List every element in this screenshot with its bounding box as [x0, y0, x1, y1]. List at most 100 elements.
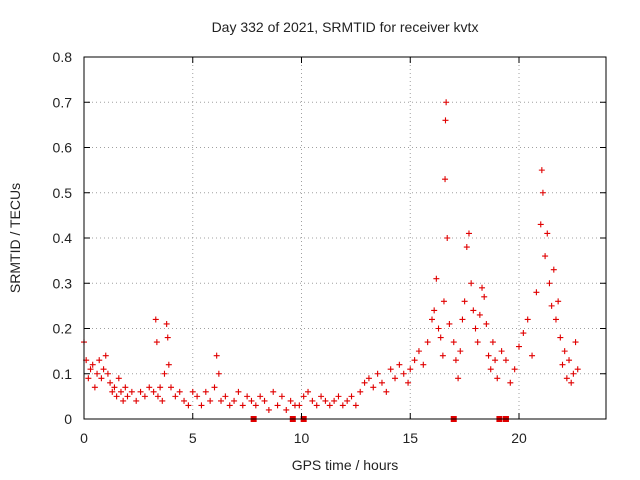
data-point: [511, 366, 518, 373]
data-point: [470, 307, 477, 314]
data-point: [248, 397, 255, 404]
data-point: [559, 361, 566, 368]
data-point: [157, 384, 164, 391]
data-point: [296, 402, 303, 409]
data-point: [424, 339, 431, 346]
data-point: [322, 397, 329, 404]
data-point: [538, 167, 545, 174]
data-point: [211, 384, 218, 391]
data-point: [568, 379, 575, 386]
data-point: [91, 384, 98, 391]
data-point: [452, 357, 459, 364]
data-point: [150, 388, 157, 395]
data-point: [555, 298, 562, 305]
y-axis-label: SRMTID / TECUs: [7, 183, 23, 293]
data-point: [415, 348, 422, 355]
data-point: [87, 366, 94, 373]
data-point: [231, 397, 238, 404]
data-point: [222, 393, 229, 400]
data-point: [94, 370, 101, 377]
data-point: [502, 357, 509, 364]
data-point: [443, 99, 450, 106]
data-point: [159, 397, 166, 404]
data-point: [335, 393, 342, 400]
data-point: [476, 311, 483, 318]
data-point: [557, 334, 564, 341]
data-point: [98, 375, 105, 382]
data-point: [433, 275, 440, 282]
data-point: [309, 397, 316, 404]
data-point: [226, 402, 233, 409]
data-point: [407, 366, 414, 373]
data-point: [437, 334, 444, 341]
data-point: [516, 343, 522, 350]
data-point: [457, 348, 464, 355]
data-point: [444, 235, 451, 241]
y-tick-labels: 0 0.1 0.2 0.3 0.4 0.5 0.6 0.7 0.8: [53, 49, 73, 427]
data-point: [89, 361, 96, 368]
x-tick-label: 10: [294, 430, 310, 446]
data-point: [215, 370, 222, 377]
data-point: [331, 397, 338, 404]
data-point: [326, 402, 333, 409]
data-point: [446, 320, 453, 327]
data-point: [481, 293, 488, 300]
data-point: [261, 397, 268, 404]
data-point: [463, 244, 470, 251]
data-point: [429, 316, 435, 323]
data-point: [198, 402, 205, 409]
data-point: [96, 357, 103, 364]
data-point: [570, 370, 577, 377]
data-point: [450, 339, 457, 346]
chart-title: Day 332 of 2021, SRMTID for receiver kvt…: [212, 19, 479, 35]
x-tick-label: 0: [80, 430, 88, 446]
data-point: [492, 357, 499, 364]
data-point: [383, 388, 390, 395]
data-point: [348, 393, 355, 400]
data-point: [161, 370, 168, 377]
data-point: [172, 393, 179, 400]
data-point: [537, 221, 544, 228]
data-point: [440, 298, 447, 305]
data-point: [265, 406, 272, 413]
data-point: [313, 402, 320, 409]
data-point: [563, 375, 570, 382]
data-point: [507, 379, 514, 386]
data-point: [176, 388, 183, 395]
data-point: [181, 397, 188, 404]
data-point: [396, 361, 403, 368]
data-point: [318, 393, 325, 400]
data-point: [468, 280, 475, 287]
data-points: [81, 99, 581, 422]
data-point: [85, 375, 92, 382]
data-point: [339, 402, 346, 409]
data-point: [194, 393, 201, 400]
data-point: [529, 352, 536, 359]
data-point: [244, 393, 251, 400]
data-point: [572, 339, 579, 346]
data-point: [218, 397, 225, 404]
data-point: [494, 375, 501, 382]
data-point: [485, 352, 492, 359]
y-tick-label: 0: [64, 411, 72, 427]
data-point: [120, 397, 127, 404]
data-point: [154, 393, 161, 400]
data-point: [239, 402, 246, 409]
axis-ticks: [83, 56, 606, 420]
data-point: [213, 352, 220, 359]
y-tick-label: 0.3: [53, 275, 73, 291]
data-point: [274, 402, 281, 409]
data-point: [374, 370, 381, 377]
data-point: [442, 117, 449, 124]
data-point: [109, 388, 116, 395]
data-point: [352, 402, 359, 409]
data-point: [287, 397, 294, 404]
data-point: [122, 384, 129, 391]
data-point: [465, 230, 472, 237]
data-point: [107, 379, 114, 386]
y-tick-label: 0.8: [53, 49, 73, 65]
data-point: [115, 375, 122, 382]
data-point: [387, 366, 394, 373]
data-point: [185, 402, 192, 409]
